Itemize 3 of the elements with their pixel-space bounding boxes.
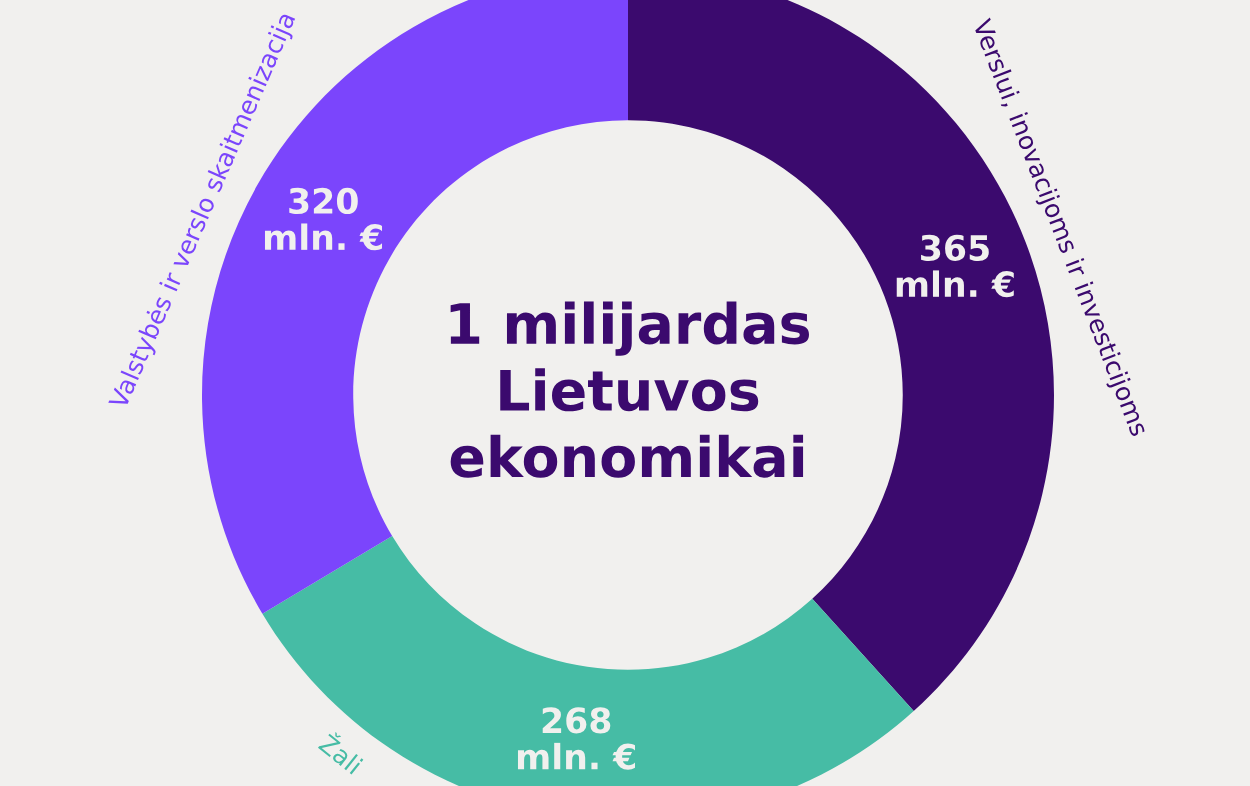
- text: 1 milijardas Lietuvos ekonomikai: [450, 301, 809, 478]
- data-label: 365 mln. €: [896, 234, 1014, 298]
- data-label: 268 mln. €: [517, 707, 636, 770]
